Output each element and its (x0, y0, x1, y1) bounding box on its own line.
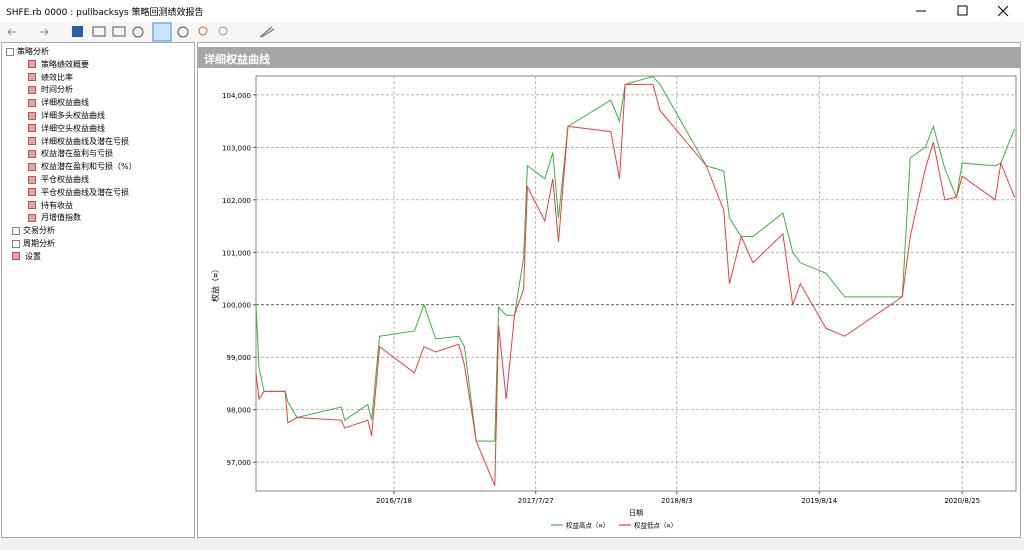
panel-header: 详细权益曲线 (198, 47, 1020, 68)
tree-node[interactable]: 策略分析 (6, 46, 49, 57)
save-button[interactable] (72, 26, 83, 37)
tree-label: 策略绩效概要 (41, 59, 89, 69)
y-tick-label: 102,000 (222, 197, 251, 205)
back-button[interactable] (7, 28, 16, 36)
tree-icon (28, 213, 36, 222)
series-line (255, 75, 1015, 442)
tree-icon (28, 137, 36, 146)
zoom-out-button[interactable] (218, 26, 228, 36)
plot-frame (255, 75, 1017, 492)
x-axis-label: 日期 (629, 509, 643, 517)
tree-icon (12, 239, 20, 248)
nav-tree: 策略分析策略绩效概要 绩效比率时间分析详细权益曲线详细多头权益曲线 详细空头权益曲线… (1, 42, 195, 538)
tree-label: 持有收益 (41, 200, 73, 210)
tree-label: 详细空头权益曲线 (41, 123, 105, 133)
tree-icon (28, 149, 36, 158)
tree-label: 权益潜在盈利和亏损（%） (41, 162, 137, 172)
x-tick-label: 2018/8/3 (661, 497, 692, 505)
tree-node[interactable]: 设置 (12, 251, 41, 262)
tree-node[interactable]: 权益潜在盈利和亏损（%） (28, 161, 137, 172)
panel-title: 详细权益曲线 (204, 53, 270, 66)
tree-node[interactable]: 详细权益曲线及潜在亏损 (28, 136, 129, 147)
tree-node[interactable]: 平仓权益曲线及潜在亏损 (28, 187, 129, 198)
y-tick-label: 103,000 (222, 144, 251, 152)
tree-icon (28, 60, 36, 69)
tree-label: 权益潜在盈利与亏损 (41, 149, 113, 159)
tree-label: 详细权益曲线及潜在亏损 (41, 136, 129, 146)
tree-icon (28, 162, 36, 171)
close[interactable] (997, 5, 1009, 17)
tree-node[interactable]: 月增值指数 (28, 212, 81, 223)
forward-button[interactable] (40, 28, 49, 36)
tree-label: 时间分析 (41, 85, 73, 95)
tree-node[interactable]: 策略绩效概要 (28, 59, 89, 70)
x-tick-label: 2020/8/25 (944, 497, 980, 505)
tree-label: 策略分析 (17, 47, 49, 56)
maximize[interactable] (957, 5, 968, 16)
tree-icon (12, 252, 20, 261)
tree-label: 月增值指数 (41, 213, 81, 223)
title-bar: SHFE.rb 0000 : pullbacksys 策略回测绩效报告 (0, 0, 1024, 22)
tree-icon (28, 201, 36, 210)
y-tick-label: 97,000 (227, 459, 252, 467)
toolbar (0, 22, 1024, 42)
tree-icon (28, 111, 36, 120)
cursor-button[interactable] (152, 22, 172, 42)
status-bar (0, 538, 1024, 550)
chart-button[interactable] (259, 26, 275, 38)
tree-label: 设置 (25, 251, 41, 261)
tree-node[interactable]: 详细多头权益曲线 (28, 110, 105, 121)
tree-label: 平仓权益曲线及潜在亏损 (41, 187, 129, 197)
tree-node[interactable]: 平仓权益曲线 (28, 174, 89, 185)
tree-icon (28, 175, 36, 184)
print-button[interactable] (112, 26, 126, 37)
tree-label: 周期分析 (23, 239, 55, 248)
tree-label: 交易分析 (23, 226, 55, 236)
y-tick-label: 104,000 (222, 92, 251, 100)
tree-icon (28, 188, 36, 197)
x-tick-label: 2016/7/18 (376, 497, 412, 505)
tree-node[interactable]: 详细空头权益曲线 (28, 123, 105, 134)
tree-icon (28, 98, 36, 107)
tree-node[interactable]: 持有收益 (28, 200, 73, 211)
window-title: SHFE.rb 0000 : pullbacksys 策略回测绩效报告 (6, 8, 204, 18)
tree-label: 平仓权益曲线 (41, 175, 89, 184)
y-tick-label: 98,000 (227, 407, 252, 415)
tree-icon (12, 226, 20, 235)
tree-node[interactable]: 绩效比率 (28, 72, 73, 83)
pan-button[interactable] (177, 26, 189, 38)
legend-label: 权益低点（¤） (634, 521, 677, 530)
x-tick-label: 2017/7/27 (518, 497, 554, 505)
zoom-in-button[interactable] (198, 26, 208, 36)
tree-node[interactable]: 周期分析 (12, 238, 55, 249)
y-tick-label: 99,000 (227, 354, 252, 362)
tree-label: 绩效比率 (41, 72, 73, 82)
series-line (255, 83, 1015, 486)
report-panel: 详细权益曲线 97,000 98,000 99,000 100,000 101,000 1… (197, 42, 1021, 538)
tree-label: 详细多头权益曲线 (41, 111, 105, 120)
tree-icon (28, 85, 36, 94)
open-button[interactable] (92, 26, 106, 37)
chart: 97,000 98,000 99,000 100,000 101,000 102,000 1… (210, 75, 1017, 530)
y-tick-label: 100,000 (222, 302, 251, 310)
tree-label: 详细权益曲线 (41, 98, 89, 108)
x-tick-label: 2019/8/14 (801, 497, 837, 505)
y-axis-label: 权益（¤） (210, 265, 220, 302)
legend-label: 权益高点（¤） (566, 521, 609, 530)
tree-icon (28, 73, 36, 82)
y-tick-label: 101,000 (222, 249, 251, 257)
tree-node[interactable]: 权益潜在盈利与亏损 (28, 148, 113, 159)
tree-node[interactable]: 交易分析 (12, 225, 55, 236)
settings-button[interactable] (132, 26, 144, 38)
tree-icon (28, 124, 36, 133)
window-controls (916, 5, 1009, 17)
tree-icon (6, 47, 14, 56)
tree-node[interactable]: 时间分析 (28, 84, 73, 95)
tree-node[interactable]: 详细权益曲线 (28, 97, 89, 108)
